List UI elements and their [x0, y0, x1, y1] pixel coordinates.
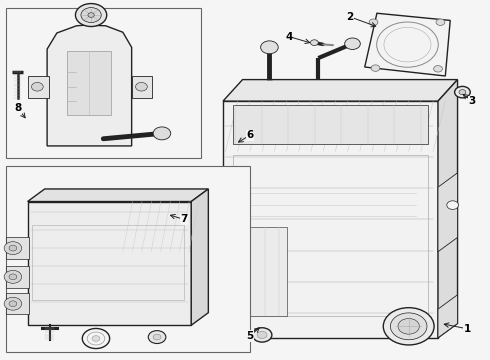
Circle shape — [81, 8, 101, 22]
Circle shape — [92, 336, 100, 341]
Circle shape — [455, 86, 470, 98]
Circle shape — [436, 19, 445, 26]
Circle shape — [9, 274, 17, 280]
Polygon shape — [47, 25, 132, 146]
Polygon shape — [365, 13, 450, 76]
Circle shape — [9, 301, 17, 307]
Bar — [32, 225, 184, 300]
Circle shape — [261, 41, 278, 54]
Text: 2: 2 — [346, 12, 354, 22]
Bar — [67, 51, 111, 116]
Polygon shape — [438, 80, 458, 338]
Polygon shape — [5, 266, 29, 288]
Circle shape — [311, 40, 319, 45]
Circle shape — [4, 270, 22, 283]
Polygon shape — [5, 237, 29, 259]
Polygon shape — [438, 295, 458, 338]
Circle shape — [75, 4, 107, 27]
Circle shape — [88, 13, 94, 17]
Circle shape — [434, 66, 442, 72]
Polygon shape — [438, 173, 458, 252]
Bar — [5, 166, 250, 352]
Circle shape — [153, 127, 171, 140]
Circle shape — [252, 328, 272, 342]
Circle shape — [447, 201, 459, 210]
Polygon shape — [27, 202, 191, 325]
Circle shape — [257, 331, 267, 338]
Polygon shape — [223, 101, 438, 338]
Text: 5: 5 — [246, 331, 253, 341]
Polygon shape — [223, 80, 458, 101]
Polygon shape — [191, 189, 208, 325]
Circle shape — [31, 82, 43, 91]
Text: 8: 8 — [14, 103, 22, 113]
Circle shape — [153, 334, 161, 340]
Text: 3: 3 — [468, 96, 476, 106]
Polygon shape — [27, 76, 49, 98]
Circle shape — [398, 319, 419, 334]
Text: 4: 4 — [285, 32, 293, 41]
Text: 1: 1 — [464, 324, 471, 334]
Text: 6: 6 — [246, 130, 253, 140]
Bar — [5, 8, 201, 158]
Circle shape — [371, 65, 380, 71]
Circle shape — [136, 82, 147, 91]
Polygon shape — [132, 76, 152, 98]
Circle shape — [391, 313, 427, 340]
Circle shape — [4, 297, 22, 310]
Polygon shape — [5, 293, 29, 315]
Circle shape — [383, 308, 434, 345]
Text: 7: 7 — [180, 215, 188, 224]
Circle shape — [344, 38, 360, 49]
Bar — [233, 155, 428, 316]
Circle shape — [9, 245, 17, 251]
Circle shape — [148, 330, 166, 343]
Polygon shape — [27, 189, 208, 202]
Circle shape — [369, 19, 378, 26]
Circle shape — [459, 90, 466, 95]
Bar — [233, 105, 428, 144]
Bar — [233, 226, 287, 316]
Circle shape — [4, 242, 22, 255]
